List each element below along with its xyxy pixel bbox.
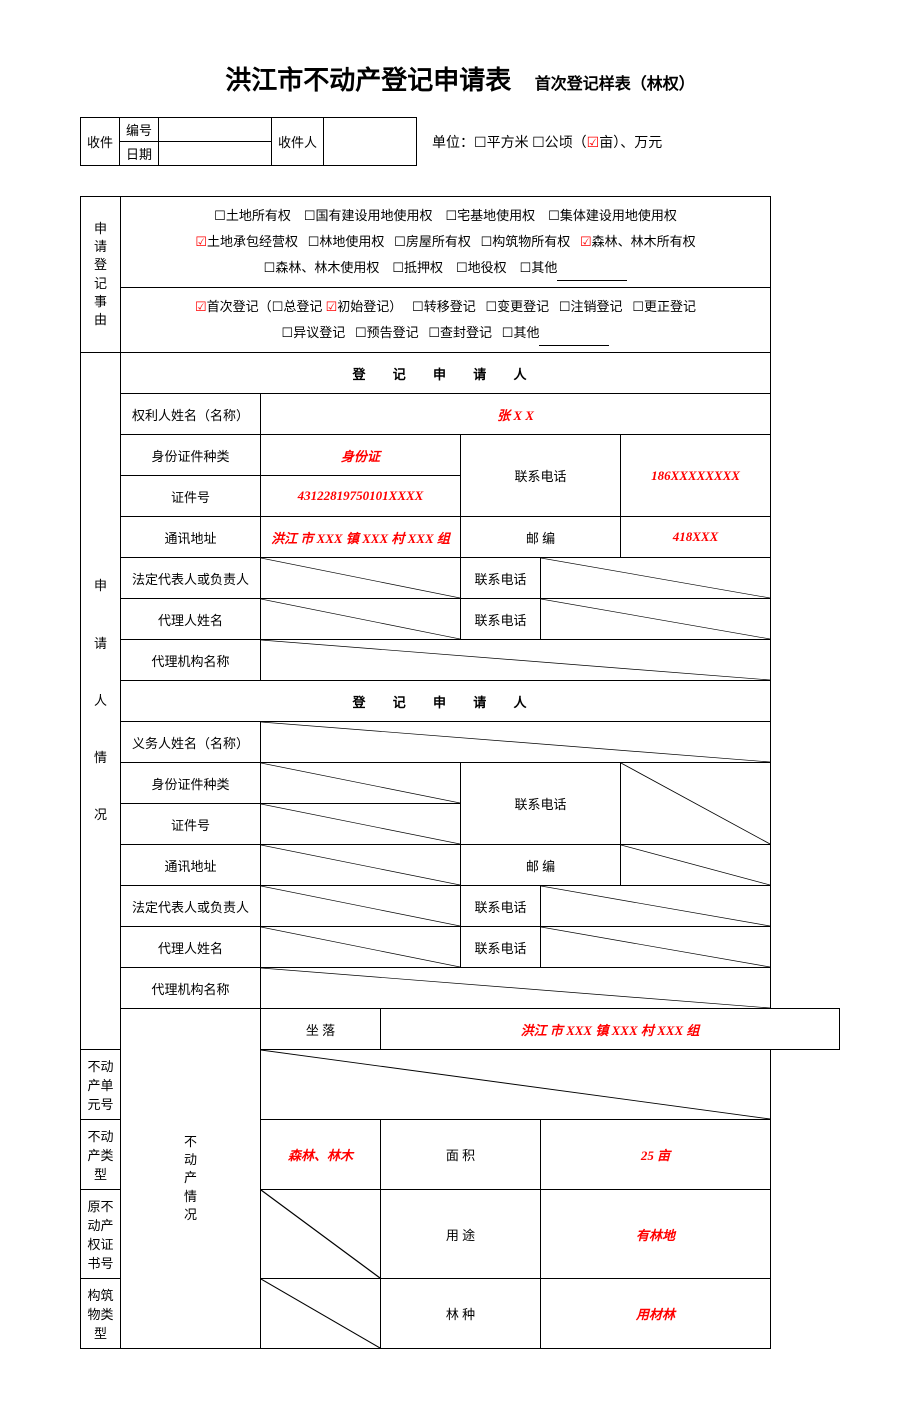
agent-value[interactable] <box>261 599 461 640</box>
ob-name-label: 义务人姓名（名称） <box>121 722 261 763</box>
idnum-value[interactable]: 43122819750101XXXX <box>261 476 461 517</box>
location-label: 坐 落 <box>261 1009 381 1050</box>
date-label: 日期 <box>120 142 159 166</box>
use-value[interactable]: 有林地 <box>541 1190 771 1279</box>
forest-label: 林 种 <box>381 1279 541 1349</box>
agent-label: 代理人姓名 <box>121 599 261 640</box>
name-label: 权利人姓名（名称） <box>121 394 261 435</box>
area-value[interactable]: 25 亩 <box>541 1120 771 1190</box>
ob-idnum-label: 证件号 <box>121 804 261 845</box>
agent-phone-value[interactable] <box>541 599 771 640</box>
serial-label: 编号 <box>120 118 159 142</box>
agent-phone-label: 联系电话 <box>461 599 541 640</box>
ob-legal-label: 法定代表人或负责人 <box>121 886 261 927</box>
ob-agency-label: 代理机构名称 <box>121 968 261 1009</box>
receive-label: 收件 <box>81 118 120 166</box>
addr-value[interactable]: 洪江 市 XXX 镇 XXX 村 XXX 组 <box>261 517 461 558</box>
location-value[interactable]: 洪江 市 XXX 镇 XXX 村 XXX 组 <box>381 1009 840 1050</box>
chk-forest-own[interactable]: ☑ <box>580 229 592 255</box>
ob-zip-value[interactable] <box>621 845 771 886</box>
obligor-section-title: 登 记 申 请 人 <box>121 681 771 722</box>
header-row: 收件 编号 收件人 日期 单位：☐平方米 ☐公顷（☑亩）、万元 <box>80 117 840 166</box>
ob-name-value[interactable] <box>261 722 771 763</box>
phone-label: 联系电话 <box>461 435 621 517</box>
phone-value[interactable]: 186XXXXXXXX <box>621 435 771 517</box>
addr-label: 通讯地址 <box>121 517 261 558</box>
title-row: 洪江市不动产登记申请表 首次登记样表（林权） <box>80 60 840 97</box>
ob-zip-label: 邮 编 <box>461 845 621 886</box>
origcert-label: 原不动产权证书号 <box>81 1190 121 1279</box>
main-table: 申请登记事由 ☐土地所有权 ☐国有建设用地使用权 ☐宅基地使用权 ☐集体建设用地… <box>80 196 840 1349</box>
unitnum-value[interactable] <box>261 1050 771 1120</box>
sub-title: 首次登记样表（林权） <box>535 70 695 94</box>
chk-land-contract[interactable]: ☑ <box>195 229 207 255</box>
receiver-value[interactable] <box>324 118 417 166</box>
ob-agent-value[interactable] <box>261 927 461 968</box>
matters-side-label: 申请登记事由 <box>81 197 121 353</box>
ob-agent-phone-value[interactable] <box>541 927 771 968</box>
receiver-label: 收件人 <box>272 118 324 166</box>
main-title: 洪江市不动产登记申请表 <box>225 60 511 97</box>
applicant-section-title: 登 记 申 请 人 <box>121 353 771 394</box>
idtype-value[interactable]: 身份证 <box>261 435 461 476</box>
chk-first-reg[interactable]: ☑ <box>195 294 207 320</box>
unit-text: 单位：☐平方米 ☐公顷（☑亩）、万元 <box>432 132 662 152</box>
zip-value[interactable]: 418XXX <box>621 517 771 558</box>
agency-value[interactable] <box>261 640 771 681</box>
applicant-side-label: 申请人情况 <box>81 353 121 1050</box>
ob-addr-label: 通讯地址 <box>121 845 261 886</box>
ob-legal-value[interactable] <box>261 886 461 927</box>
name-value[interactable]: 张 X X <box>261 394 771 435</box>
ob-idtype-value[interactable] <box>261 763 461 804</box>
matters-rights: ☐土地所有权 ☐国有建设用地使用权 ☐宅基地使用权 ☐集体建设用地使用权 ☑土地… <box>121 197 771 288</box>
zip-label: 邮 编 <box>461 517 621 558</box>
ob-phone-value[interactable] <box>621 763 771 845</box>
ob-agent-phone-label: 联系电话 <box>461 927 541 968</box>
date-value[interactable] <box>159 142 272 166</box>
ptype-label: 不动产类型 <box>81 1120 121 1190</box>
serial-value[interactable] <box>159 118 272 142</box>
legal-phone-label: 联系电话 <box>461 558 541 599</box>
property-side-label: 不动产情况 <box>121 1009 261 1349</box>
ob-idtype-label: 身份证件种类 <box>121 763 261 804</box>
ob-agency-value[interactable] <box>261 968 771 1009</box>
structure-label: 构筑物类型 <box>81 1279 121 1349</box>
legal-value[interactable] <box>261 558 461 599</box>
ob-addr-value[interactable] <box>261 845 461 886</box>
structure-value[interactable] <box>261 1279 381 1349</box>
use-label: 用 途 <box>381 1190 541 1279</box>
legal-label: 法定代表人或负责人 <box>121 558 261 599</box>
agency-label: 代理机构名称 <box>121 640 261 681</box>
receive-table: 收件 编号 收件人 日期 <box>80 117 417 166</box>
area-label: 面 积 <box>381 1120 541 1190</box>
ptype-value[interactable]: 森林、林木 <box>261 1120 381 1190</box>
origcert-value[interactable] <box>261 1190 381 1279</box>
ob-legal-phone-label: 联系电话 <box>461 886 541 927</box>
unitnum-label: 不动产单元号 <box>81 1050 121 1120</box>
forest-value[interactable]: 用材林 <box>541 1279 771 1349</box>
ob-idnum-value[interactable] <box>261 804 461 845</box>
checkbox-mu[interactable]: ☑ <box>587 134 600 151</box>
legal-phone-value[interactable] <box>541 558 771 599</box>
ob-agent-label: 代理人姓名 <box>121 927 261 968</box>
chk-initial-reg[interactable]: ☑ <box>326 294 338 320</box>
idnum-label: 证件号 <box>121 476 261 517</box>
idtype-label: 身份证件种类 <box>121 435 261 476</box>
ob-phone-label: 联系电话 <box>461 763 621 845</box>
ob-legal-phone-value[interactable] <box>541 886 771 927</box>
matters-regtype: ☑首次登记（☐总登记 ☑初始登记） ☐转移登记 ☐变更登记 ☐注销登记 ☐更正登… <box>121 288 771 353</box>
